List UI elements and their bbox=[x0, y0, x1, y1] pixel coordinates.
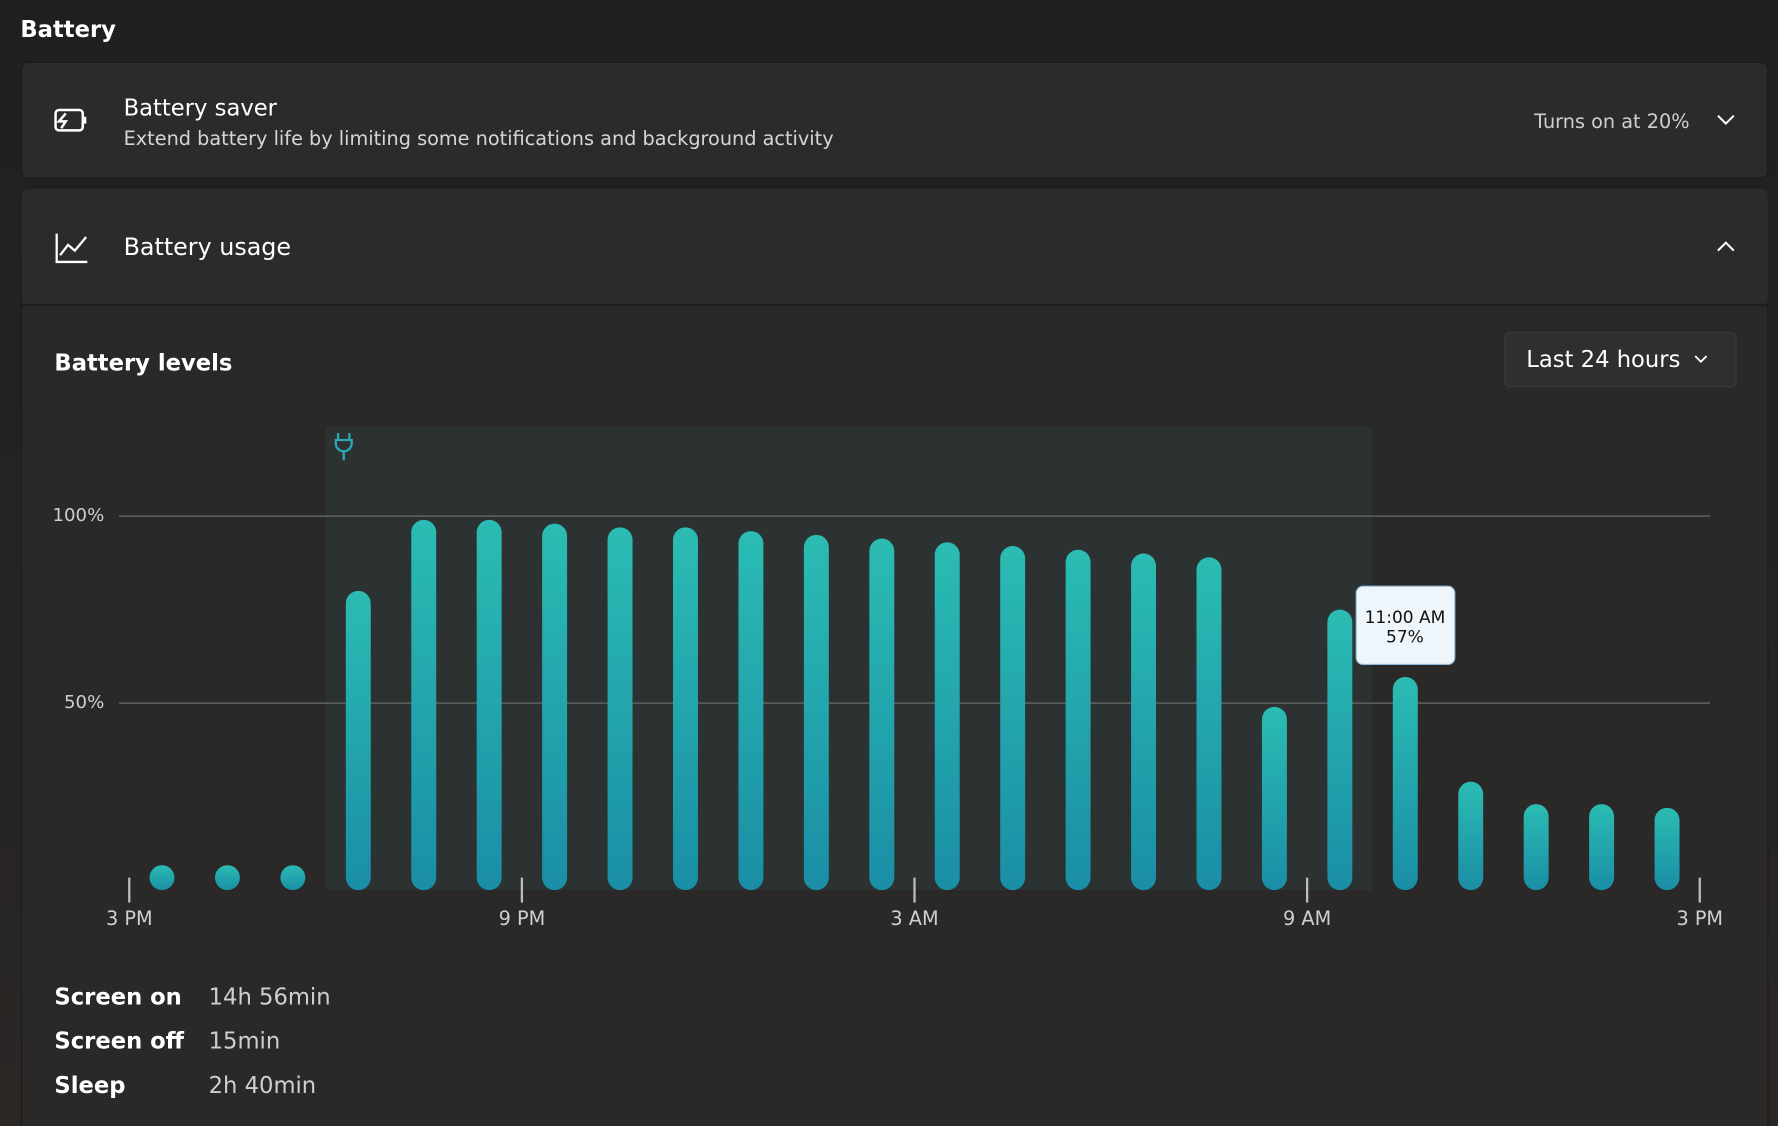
x-tick-label: 9 AM bbox=[1283, 907, 1331, 930]
expand-chevron[interactable] bbox=[1717, 114, 1735, 126]
bar bbox=[1392, 676, 1418, 891]
battery-saver-card[interactable] bbox=[20, 61, 1769, 179]
bar bbox=[280, 865, 306, 891]
bar bbox=[673, 527, 698, 891]
bar bbox=[345, 590, 371, 891]
bar bbox=[869, 538, 895, 891]
stat-value: 2h 40min bbox=[209, 1073, 317, 1099]
usage-stats: Screen on 14h 56min Screen off 15min Sleep 2h… bbox=[54, 984, 330, 1098]
y-tick-label: 100% bbox=[52, 505, 104, 526]
bar bbox=[934, 542, 960, 891]
stat-label: Sleep bbox=[54, 1073, 125, 1099]
x-tick-label: 9 PM bbox=[499, 907, 546, 930]
bar bbox=[214, 865, 240, 891]
battery-saver-icon bbox=[54, 108, 87, 132]
bar bbox=[803, 534, 829, 891]
bar bbox=[476, 519, 502, 891]
bar bbox=[1131, 553, 1157, 891]
bar bbox=[149, 865, 175, 891]
bar bbox=[1654, 807, 1680, 891]
battery-usage-icon bbox=[55, 233, 88, 264]
bar bbox=[607, 527, 633, 891]
period-label: Last 24 hours bbox=[1526, 347, 1680, 373]
stat-value: 14h 56min bbox=[209, 984, 331, 1010]
x-tick-label: 3 PM bbox=[1676, 907, 1723, 930]
page-title: Battery bbox=[20, 17, 116, 43]
stat-label: Screen off bbox=[54, 1029, 184, 1055]
x-tick-label: 3 PM bbox=[106, 907, 153, 930]
tooltip bbox=[1355, 585, 1456, 666]
battery-saver-status: Turns on at 20% bbox=[1533, 110, 1689, 133]
chart-title: Battery levels bbox=[54, 350, 232, 376]
bar bbox=[1000, 546, 1026, 891]
battery-saver-description: Extend battery life by limiting some not… bbox=[124, 127, 834, 150]
bar bbox=[411, 519, 437, 891]
bar bbox=[1327, 609, 1353, 891]
bar bbox=[1065, 549, 1091, 891]
bar bbox=[1196, 557, 1222, 891]
bar bbox=[1458, 781, 1484, 891]
collapse-chevron[interactable] bbox=[1717, 241, 1735, 252]
stat-label: Screen on bbox=[54, 984, 181, 1010]
battery-saver-title: Battery saver bbox=[124, 95, 278, 121]
y-tick-label: 50% bbox=[64, 692, 104, 713]
bar bbox=[1589, 804, 1615, 891]
bar bbox=[542, 523, 568, 891]
battery-usage-title: Battery usage bbox=[124, 233, 291, 261]
period-dropdown[interactable] bbox=[1504, 331, 1737, 388]
bar bbox=[738, 531, 764, 891]
bar bbox=[1523, 804, 1549, 891]
x-tick-label: 3 AM bbox=[890, 907, 938, 930]
tooltip-time: 11:00 AM bbox=[1365, 608, 1446, 628]
stat-value: 15min bbox=[209, 1029, 281, 1055]
battery-usage-header[interactable] bbox=[21, 188, 1768, 306]
plug-icon bbox=[334, 433, 353, 461]
tooltip-value: 57% bbox=[1386, 627, 1424, 647]
dropdown-chevron bbox=[1694, 355, 1708, 364]
bar bbox=[1261, 706, 1287, 891]
